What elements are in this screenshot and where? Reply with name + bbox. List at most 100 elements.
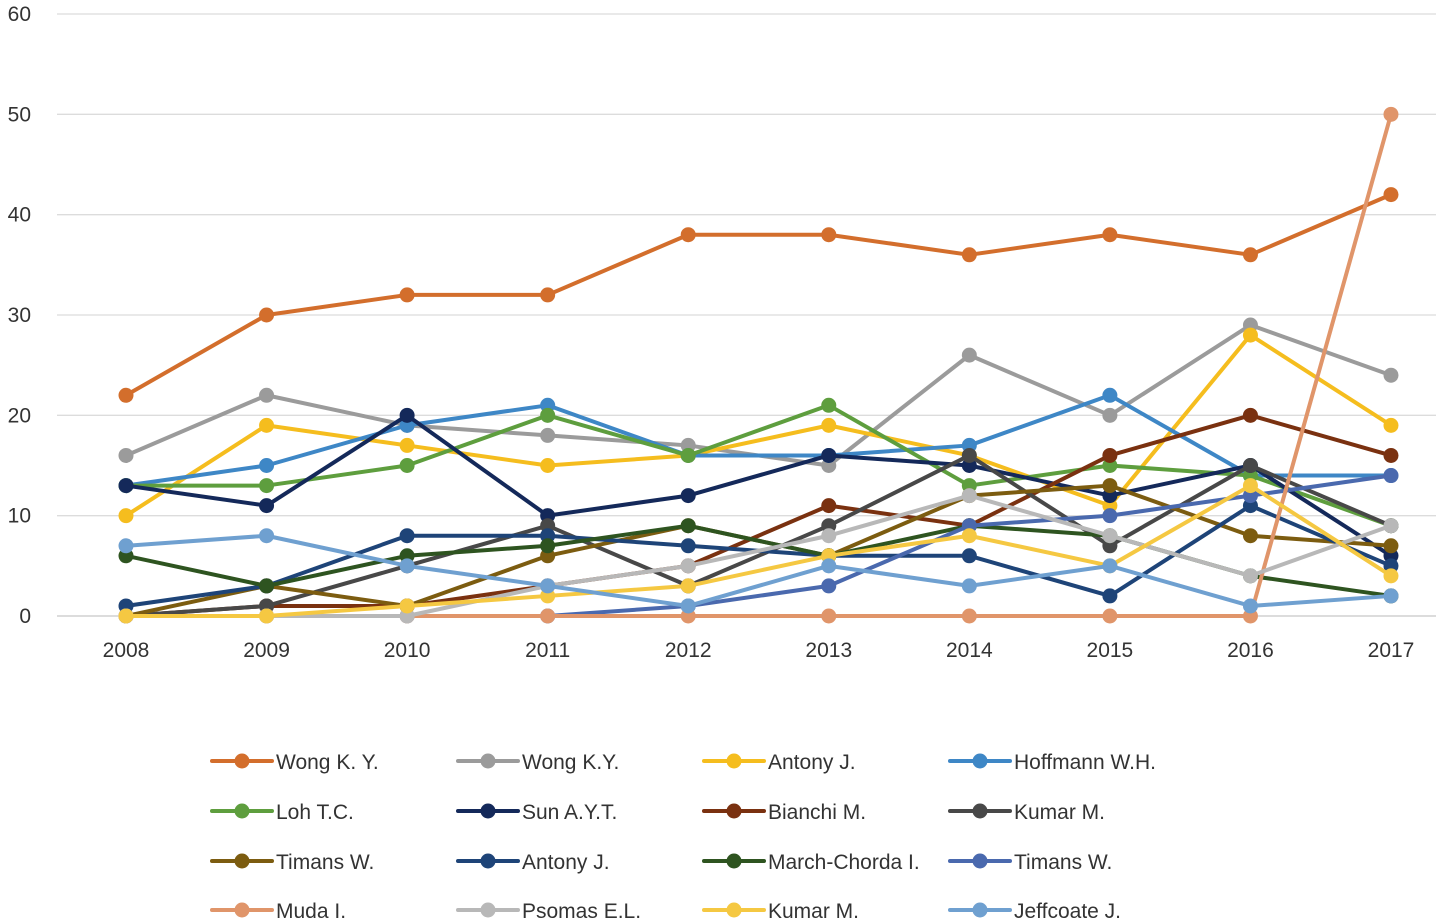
data-point [1102,227,1118,243]
legend-swatch-marker [726,902,742,918]
data-point [259,608,275,624]
y-tick-label: 10 [8,505,31,528]
series-15 [118,528,1399,614]
legend-label: Antony J. [768,751,856,774]
data-point [961,247,977,263]
data-point [1242,528,1258,544]
data-point [961,528,977,544]
x-tick-label: 2015 [1087,639,1134,662]
legend-label: Kumar M. [768,900,859,921]
legend-swatch-marker [972,902,988,918]
legend-swatch-marker [726,753,742,769]
data-point [1102,608,1118,624]
legend-swatch-marker [726,853,742,869]
data-point [118,447,134,463]
data-point [821,397,837,413]
legend-label: March-Chorda I. [768,851,920,874]
x-tick-label: 2017 [1368,639,1415,662]
y-tick-label: 20 [8,404,31,427]
y-tick-label: 0 [19,605,31,628]
data-point [399,437,415,453]
x-tick-label: 2012 [665,639,712,662]
y-tick-label: 30 [8,304,31,327]
data-point [1102,588,1118,604]
legend: Wong K. Y. Wong K.Y. Antony J. Hoffmann W.H… [210,751,1156,921]
legend-swatch-marker [480,753,496,769]
gridlines [57,13,1436,617]
data-point [399,407,415,423]
data-point [821,227,837,243]
data-point [821,608,837,624]
x-tick-label: 2009 [243,639,290,662]
data-point [821,417,837,433]
legend-label: Wong K. Y. [276,751,379,774]
legend-item: Timans W. [210,851,374,874]
series-14 [118,478,1399,624]
legend-item: Kumar M. [702,900,859,921]
data-point [259,307,275,323]
legend-label: Antony J. [522,851,610,874]
data-point [1102,407,1118,423]
data-point [259,478,275,494]
data-point [1242,598,1258,614]
series-line [124,413,1393,558]
y-tick-label: 50 [8,103,31,126]
data-point [1383,538,1399,554]
x-tick-label: 2008 [103,639,150,662]
legend-swatch-marker [972,853,988,869]
legend-item: Jeffcoate J. [948,900,1121,921]
data-point [540,287,556,303]
data-point [680,578,696,594]
data-point [540,538,556,554]
legend-label: Muda I. [276,900,346,921]
data-point [821,528,837,544]
data-point [961,488,977,504]
data-point [259,498,275,514]
legend-swatch-marker [972,803,988,819]
legend-item: Muda I. [210,900,346,921]
data-point [1102,387,1118,403]
legend-item: Psomas E.L. [456,900,641,921]
legend-label: Psomas E.L. [522,900,641,921]
data-point [1383,568,1399,584]
data-point [259,578,275,594]
legend-swatch-marker [726,803,742,819]
legend-swatch-marker [480,853,496,869]
series-line [124,413,1393,618]
data-point [680,447,696,463]
data-point [540,578,556,594]
data-point [680,598,696,614]
data-point [540,608,556,624]
data-point [961,347,977,363]
data-point [821,447,837,463]
data-point [1242,478,1258,494]
series-2 [118,327,1399,524]
legend-label: Sun A.Y.T. [522,801,617,824]
legend-item: Hoffmann W.H. [948,751,1156,774]
data-point [961,578,977,594]
x-tick-label: 2010 [384,639,431,662]
y-tick-label: 40 [8,204,31,227]
legend-swatch-marker [480,902,496,918]
legend-label: Hoffmann W.H. [1014,751,1156,774]
data-point [961,548,977,564]
legend-swatch-marker [972,753,988,769]
data-point [1383,588,1399,604]
data-point [1383,447,1399,463]
data-point [961,608,977,624]
series-line [124,192,1393,398]
data-point [1383,106,1399,122]
legend-label: Timans W. [1014,851,1112,874]
data-point [1242,458,1258,473]
data-point [118,608,134,624]
data-point [399,598,415,614]
data-point [259,528,275,544]
data-point [399,528,415,544]
data-point [399,558,415,574]
data-point [961,447,977,463]
legend-item: Kumar M. [948,801,1105,824]
data-point [1102,558,1118,574]
legend-label: Loh T.C. [276,801,354,824]
